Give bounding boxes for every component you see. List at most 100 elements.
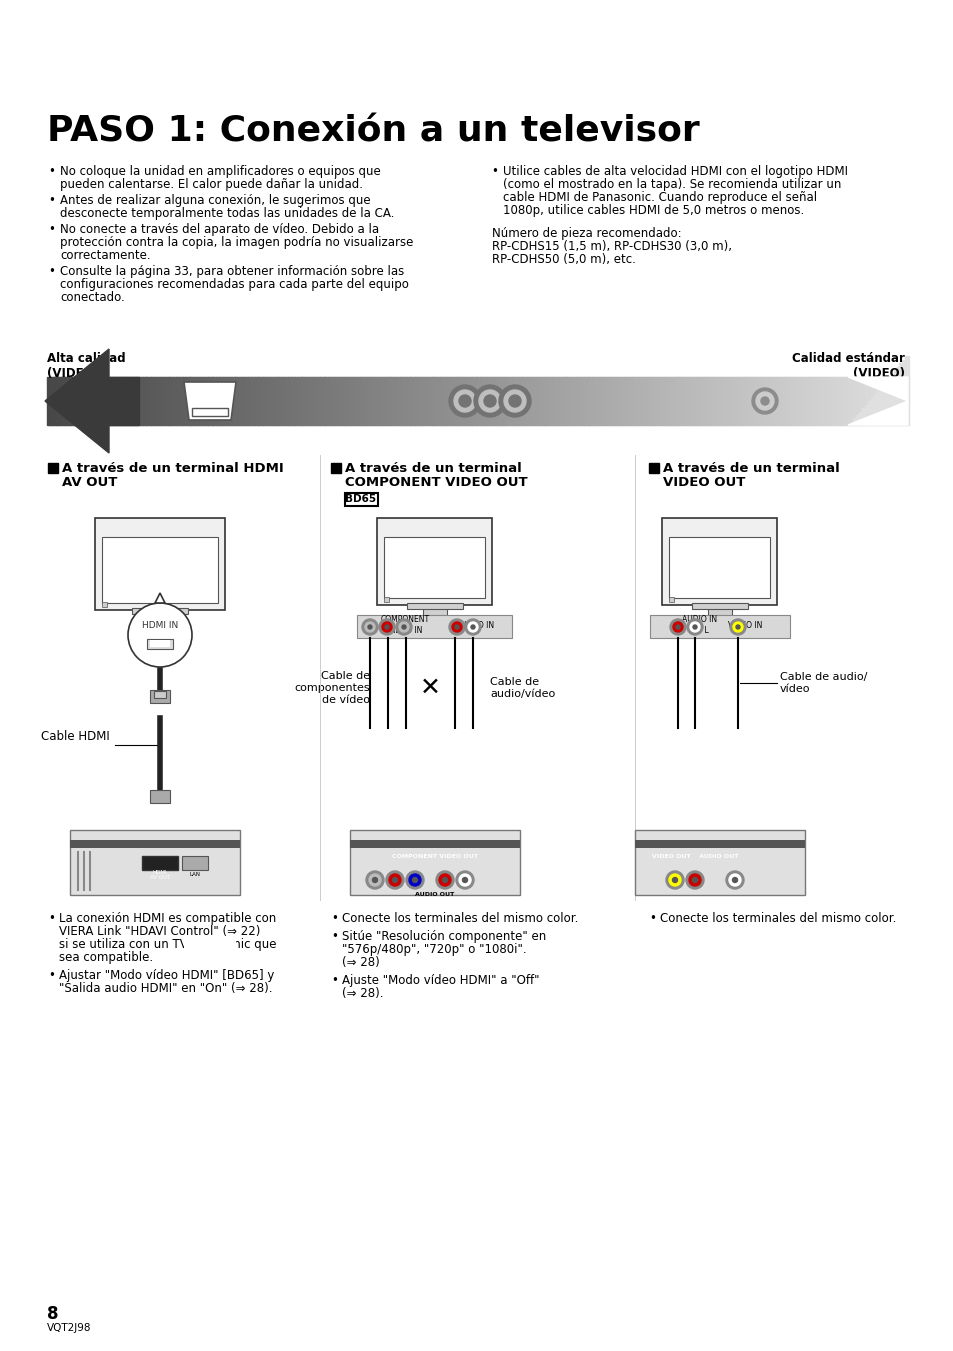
Bar (535, 377, 538, 426)
Bar (350, 840, 519, 848)
Bar (890, 377, 894, 426)
Bar (486, 377, 490, 426)
Text: "576p/480p", "720p" o "1080i".: "576p/480p", "720p" o "1080i". (341, 943, 526, 957)
Circle shape (760, 397, 768, 405)
Bar (150, 640, 170, 647)
Bar (64, 377, 68, 426)
Bar (853, 377, 857, 426)
Bar (459, 377, 464, 426)
Bar (509, 377, 513, 426)
Bar (150, 790, 170, 802)
Bar (112, 377, 117, 426)
Bar (356, 377, 360, 426)
Bar (549, 377, 553, 426)
Bar (540, 377, 544, 426)
Bar (402, 377, 406, 426)
Bar (196, 377, 200, 426)
Bar (615, 377, 618, 426)
Bar (763, 377, 767, 426)
Bar (830, 377, 834, 426)
Bar (371, 377, 375, 426)
Bar (98, 377, 102, 426)
Bar (179, 377, 183, 426)
Text: cable HDMI de Panasonic. Cuando reproduce el señal: cable HDMI de Panasonic. Cuando reproduc… (502, 190, 817, 204)
Bar (442, 377, 446, 426)
Text: AUDIO OUT: AUDIO OUT (415, 892, 455, 897)
Circle shape (412, 878, 417, 882)
Polygon shape (45, 349, 109, 453)
Bar (376, 377, 380, 426)
Bar (276, 377, 280, 426)
Bar (806, 377, 811, 426)
Text: A través de un terminal: A través de un terminal (662, 462, 839, 476)
Bar (339, 377, 343, 426)
Bar (288, 377, 292, 426)
Bar (537, 377, 541, 426)
Text: A través de un terminal: A través de un terminal (345, 462, 521, 476)
Text: •: • (48, 165, 55, 178)
Bar (707, 605, 731, 619)
Bar (512, 377, 516, 426)
Text: HDMI
AV OUT: HDMI AV OUT (150, 870, 170, 881)
Bar (778, 377, 781, 426)
Bar (233, 377, 237, 426)
Circle shape (735, 626, 740, 630)
Bar (520, 377, 524, 426)
Bar (428, 377, 432, 426)
Text: Conecte los terminales del mismo color.: Conecte los terminales del mismo color. (659, 912, 896, 925)
Bar (718, 377, 721, 426)
Circle shape (368, 626, 372, 630)
Bar (199, 377, 203, 426)
Bar (431, 377, 435, 426)
Bar (839, 377, 842, 426)
Circle shape (406, 871, 423, 889)
Circle shape (458, 394, 471, 407)
Bar (331, 377, 335, 426)
Bar (864, 405, 868, 419)
Bar (411, 377, 415, 426)
Bar (798, 377, 802, 426)
Bar (448, 377, 452, 426)
Bar (648, 463, 659, 473)
Bar (532, 377, 536, 426)
Bar (416, 377, 420, 426)
Bar (691, 603, 747, 609)
Bar (399, 377, 403, 426)
Circle shape (456, 871, 474, 889)
Circle shape (442, 878, 447, 882)
Bar (239, 377, 243, 426)
Bar (171, 377, 174, 426)
Text: correctamente.: correctamente. (60, 249, 151, 262)
Bar (746, 377, 750, 426)
Circle shape (398, 621, 409, 632)
Bar (274, 377, 277, 426)
Bar (598, 377, 601, 426)
Bar (896, 377, 900, 426)
Bar (899, 363, 902, 404)
Bar (873, 394, 877, 415)
Bar (302, 377, 306, 426)
Bar (483, 377, 487, 426)
Bar (279, 377, 283, 426)
Bar (359, 377, 363, 426)
Bar (589, 377, 593, 426)
Circle shape (729, 619, 745, 635)
Bar (419, 377, 423, 426)
Bar (70, 840, 240, 848)
Bar (480, 377, 484, 426)
Text: Cable HDMI: Cable HDMI (41, 730, 110, 743)
Circle shape (455, 626, 458, 630)
Bar (148, 377, 152, 426)
Bar (623, 377, 627, 426)
Bar (783, 377, 787, 426)
Text: 8: 8 (47, 1305, 58, 1323)
Text: Utilice cables de alta velocidad HDMI con el logotipo HDMI: Utilice cables de alta velocidad HDMI co… (502, 165, 847, 178)
Bar (578, 377, 581, 426)
Bar (47, 377, 51, 426)
Text: Alta calidad
(VIDEO): Alta calidad (VIDEO) (47, 353, 126, 380)
Bar (251, 377, 254, 426)
Bar (248, 377, 252, 426)
Bar (48, 463, 58, 473)
Bar (879, 388, 882, 412)
Bar (425, 377, 429, 426)
